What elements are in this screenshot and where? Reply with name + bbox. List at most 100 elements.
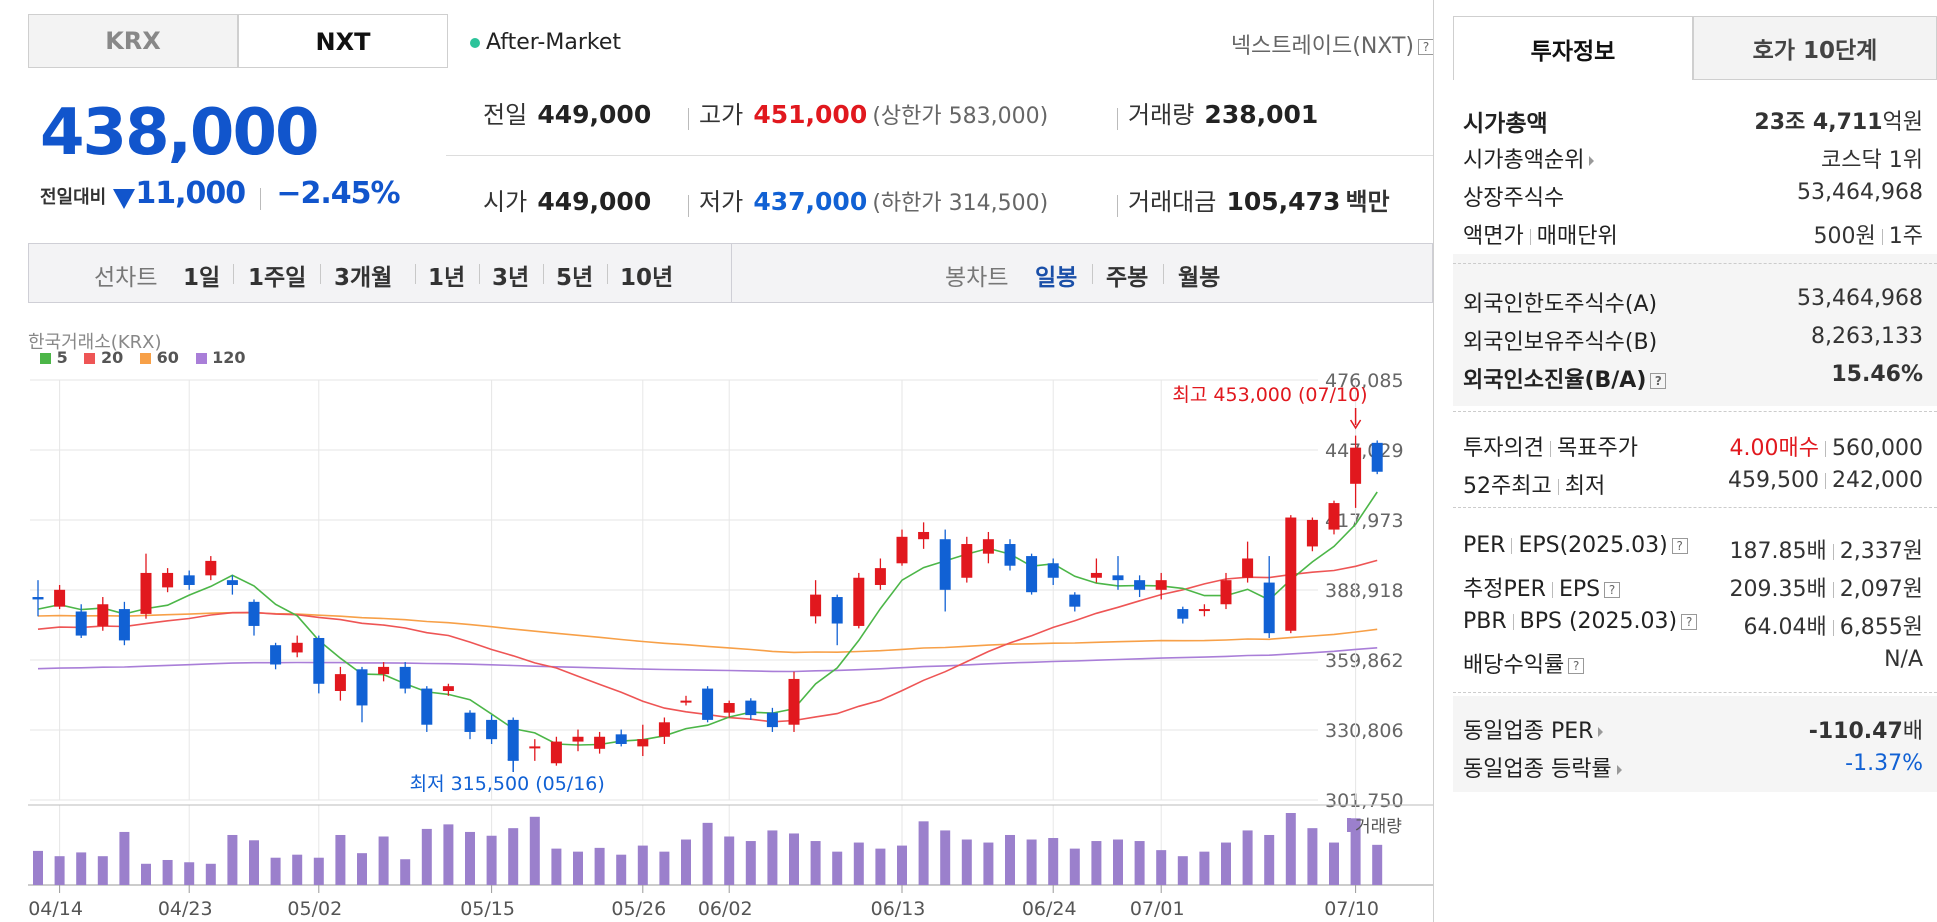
help-icon[interactable]: ? xyxy=(1671,538,1688,554)
unit-value: 1주 xyxy=(1888,224,1923,249)
x-tick-label: 05/02 xyxy=(287,898,342,920)
volume-bar xyxy=(465,831,475,885)
period-1d[interactable]: 1일 xyxy=(183,265,221,291)
tab-order-book[interactable]: 호가 10단계 xyxy=(1693,16,1937,80)
high-label: 고가 xyxy=(699,101,744,129)
sector-per-unit: 배 xyxy=(1902,719,1923,744)
per-label: PER xyxy=(1463,533,1506,558)
est-per-label: 추정PER xyxy=(1463,577,1546,602)
candle-body xyxy=(853,577,865,626)
candle-body xyxy=(378,666,390,675)
volume-bar xyxy=(702,822,713,885)
candle-body xyxy=(248,601,260,626)
candle-body xyxy=(745,700,757,716)
low-arrow-icon xyxy=(507,750,519,761)
change-label: 전일대비 xyxy=(40,187,107,208)
y-tick-label: 476,085 xyxy=(1325,370,1404,392)
candle-body xyxy=(723,703,735,713)
volume-bar xyxy=(1372,844,1383,885)
bps-label: BPS (2025.03) xyxy=(1519,609,1678,634)
volume-bar xyxy=(551,848,562,885)
candle-daily[interactable]: 일봉 xyxy=(1035,265,1078,291)
candle-monthly[interactable]: 월봉 xyxy=(1178,265,1221,291)
candle-body xyxy=(810,594,822,617)
unit-label: 매매단위 xyxy=(1536,224,1618,249)
row-sector-per[interactable]: 동일업종 PER -110.47배 xyxy=(1463,713,1923,747)
candle-body xyxy=(1242,558,1254,578)
amount-label: 거래대금 xyxy=(1128,188,1217,216)
row-opinion: 투자의견 목표주가 4.00매수 560,000 xyxy=(1463,430,1923,464)
help-icon[interactable]: ? xyxy=(1568,658,1585,674)
candle-body xyxy=(1220,580,1232,605)
sector-rate-label: 동일업종 등락률 xyxy=(1463,757,1612,782)
candle-body xyxy=(1350,447,1362,484)
row-sector-rate[interactable]: 동일업종 등락률 -1.37% xyxy=(1463,751,1923,785)
candle-body xyxy=(1198,609,1210,612)
w52-low-value: 242,000 xyxy=(1832,468,1923,493)
volume-bar xyxy=(745,841,756,885)
volume-bar xyxy=(1048,838,1059,885)
volume-bar xyxy=(162,859,173,885)
candle-body xyxy=(270,645,282,665)
period-3m[interactable]: 3개월 xyxy=(334,265,393,291)
period-10y[interactable]: 10년 xyxy=(620,265,674,291)
after-market-label: After-Market xyxy=(486,30,621,55)
target-label: 목표주가 xyxy=(1556,436,1638,461)
volume-bar xyxy=(1199,851,1210,885)
candle-body xyxy=(896,536,908,564)
cap-rank-label: 시가총액순위 xyxy=(1463,148,1585,173)
price-chart[interactable]: 476,085 447,029 417,973 388,918 359,862 330,8… xyxy=(0,0,1440,922)
period-5y[interactable]: 5년 xyxy=(556,265,594,291)
ma20-swatch-icon xyxy=(84,353,96,364)
tab-nxt[interactable]: NXT xyxy=(238,14,448,68)
summary-open: 시가 449,000 xyxy=(483,182,651,217)
candle-body xyxy=(140,572,152,614)
period-1w[interactable]: 1주일 xyxy=(248,265,307,291)
summary-high: 고가 451,000 (상한가 583,000) xyxy=(688,95,1048,130)
tab-invest-info[interactable]: 투자정보 xyxy=(1453,16,1693,80)
current-price: 438,000 xyxy=(40,96,319,170)
help-icon[interactable]: ? xyxy=(1650,373,1667,389)
volume-bar xyxy=(875,848,886,885)
volume-bar xyxy=(205,863,216,885)
volume-bar xyxy=(1264,834,1275,885)
candle-body xyxy=(464,712,476,732)
ma120-swatch-icon xyxy=(195,353,207,364)
volume-bar xyxy=(529,816,540,885)
summary-amount: 거래대금 105,473 백만 xyxy=(1117,182,1390,217)
candle-body xyxy=(1371,442,1383,472)
help-icon[interactable]: ? xyxy=(1681,614,1698,630)
market-cap-value: 23조 4,711 xyxy=(1754,110,1883,135)
candle-body xyxy=(313,637,325,684)
volume-bar xyxy=(33,850,43,885)
x-tick-label: 06/02 xyxy=(698,898,753,920)
volume-legend-label: 거래량 xyxy=(1355,817,1402,837)
volume-bar xyxy=(400,859,411,885)
period-1y[interactable]: 1년 xyxy=(428,265,466,291)
tab-order-book-label: 호가 10단계 xyxy=(1752,38,1878,64)
x-tick-label: 06/24 xyxy=(1022,898,1077,920)
per-value: 187.85배 xyxy=(1729,539,1827,564)
volume-bar xyxy=(789,833,799,885)
volume-bar xyxy=(270,857,281,885)
volume-bar xyxy=(1069,848,1080,885)
candle-body xyxy=(766,712,778,728)
candle-body xyxy=(421,688,433,725)
tab-krx[interactable]: KRX xyxy=(28,14,238,68)
volume-bar xyxy=(918,821,929,885)
candle-weekly[interactable]: 주봉 xyxy=(1106,265,1149,291)
row-market-cap: 시가총액 23조 4,711억원 xyxy=(1463,104,1923,138)
ma20-label: 20 xyxy=(101,348,124,367)
y-tick-label: 301,750 xyxy=(1325,790,1404,812)
market-cap-unit: 억원 xyxy=(1882,110,1923,135)
help-icon[interactable]: ? xyxy=(1604,582,1621,598)
nxt-exchange-link[interactable]: 넥스트레이드(NXT)? xyxy=(1231,28,1434,60)
period-3y[interactable]: 3년 xyxy=(492,265,530,291)
dividend-value: N/A xyxy=(1884,647,1923,672)
candle-body xyxy=(939,539,951,590)
candle-body xyxy=(399,666,411,689)
row-cap-rank[interactable]: 시가총액순위 코스닥 1위 xyxy=(1463,142,1923,176)
chart-toolbar: 선차트 1일 1주일 3개월 1년 3년 5년 10년 봉차트 일봉 주봉 월봉 xyxy=(28,243,1433,303)
foreign-hold-label: 외국인보유주식수(B) xyxy=(1463,330,1658,355)
candle-body xyxy=(874,568,886,585)
